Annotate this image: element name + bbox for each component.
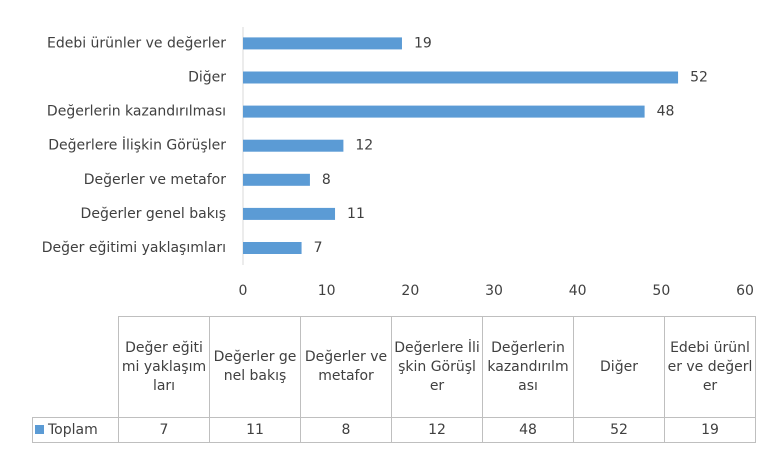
table-header: Değer eğitimi yaklaşımları [118,316,210,418]
legend-cell: Toplam [32,417,119,443]
legend-label: Toplam [48,421,98,438]
bar [243,207,336,220]
y-tick-label: Değerler ve metafor [84,172,227,188]
table-value: 19 [664,417,756,443]
y-tick-label: Değerlerin kazandırılması [47,104,226,120]
data-label: 52 [690,70,708,86]
table-value: 48 [482,417,574,443]
chart: 0 10 20 30 40 50 60 Değer eğitimi yaklaşımları 7… [42,27,754,299]
table-value: 11 [209,417,301,443]
x-tick-label: 20 [401,283,419,299]
x-tick-label: 10 [318,283,336,299]
bar [243,71,679,84]
bar [243,242,302,254]
table-value: 7 [118,417,210,443]
table-value: 12 [391,417,483,443]
bar [243,173,310,186]
data-label: 11 [347,206,365,222]
x-tick-label: 0 [239,283,248,299]
x-tick-label: 60 [736,283,754,299]
table-header: Değerler ve metafor [300,316,392,418]
table-header: Değerlere İlişkin Görüşler [391,316,483,418]
y-tick-label: Değer eğitimi yaklaşımları [42,240,226,256]
bar [243,139,344,152]
table-header: Değerler genel bakış [209,316,301,418]
y-tick-label: Diğer [188,70,226,86]
data-label: 19 [414,35,432,51]
table-value: 8 [300,417,392,443]
x-tick-label: 30 [485,283,503,299]
blank-cell [33,317,119,418]
data-label: 7 [314,240,323,256]
data-label: 12 [355,138,373,154]
y-tick-label: Değerler genel bakış [81,206,226,222]
table-value: 52 [573,417,665,443]
table-header: Diğer [573,316,665,418]
y-tick-label: Değerlere İlişkin Görüşler [48,136,226,154]
table-header: Edebi ürünler ve değerler [664,316,756,418]
y-tick-label: Edebi ürünler ve değerler [47,35,226,51]
bar [243,105,645,118]
data-table: Değer eğitimi yaklaşımları Değerler genel… [32,316,756,443]
x-tick-label: 40 [569,283,587,299]
data-label: 48 [657,104,675,120]
legend-key [35,424,44,434]
bar [243,37,402,50]
data-label: 8 [322,172,331,188]
x-tick-label: 50 [652,283,670,299]
table-header: Değerlerin kazandırılması [482,316,574,418]
